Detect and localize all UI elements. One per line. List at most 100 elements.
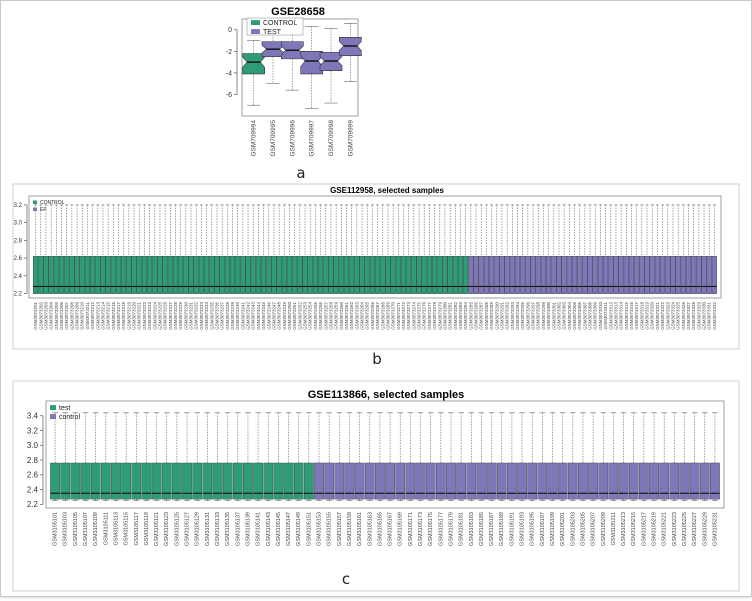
b-box: [250, 204, 256, 294]
legend-label: control: [59, 414, 80, 421]
box-body: [706, 256, 712, 294]
b-box: [229, 204, 236, 294]
x-tick-label: GSM3073307: [582, 302, 587, 330]
b-box: [224, 204, 230, 294]
box-body: [188, 256, 194, 294]
x-tick-label: GSM3073216: [111, 302, 116, 330]
x-tick-label: GSM3105189: [499, 512, 505, 546]
box-body: [286, 256, 293, 294]
c-box: [293, 412, 304, 501]
x-tick-label: GSM3073229: [178, 302, 183, 330]
x-tick-label: GSM3073325: [676, 302, 681, 330]
x-tick-label: GSM3073267: [375, 302, 380, 330]
x-tick-label: GSM709998: [328, 120, 335, 157]
box-body: [680, 256, 686, 294]
b-box: [131, 204, 137, 294]
legend-box: [246, 17, 304, 36]
box-body: [375, 256, 381, 294]
b-box: [276, 204, 282, 294]
b-box: [110, 204, 116, 294]
x-tick-label: GSM3073327: [686, 302, 691, 330]
x-tick-label: GSM3073259: [334, 302, 339, 330]
box-body: [530, 256, 536, 294]
caption-c: c: [342, 570, 350, 588]
b-box: [670, 204, 676, 294]
x-tick-label: GSM3073249: [282, 302, 287, 330]
box-body: [618, 256, 624, 294]
chart-title-b: GSE112958, selected samples: [330, 186, 444, 195]
b-box: [406, 204, 412, 294]
x-tick-label: GSM3073256: [318, 302, 323, 330]
box-body: [608, 256, 614, 294]
x-tick-label: GSM3073225: [157, 302, 162, 330]
x-tick-label: GSM3105101: [53, 512, 59, 546]
b-box: [318, 204, 324, 294]
box-body: [131, 462, 142, 500]
legend-swatch: [50, 414, 56, 419]
x-tick-label: GSM3105181: [459, 512, 465, 546]
box-body: [567, 462, 578, 500]
b-box: [706, 204, 712, 294]
c-box: [395, 412, 406, 501]
x-tick-label: GSM3073227: [168, 302, 173, 330]
c-box: [70, 412, 81, 501]
box-body: [110, 256, 116, 294]
box-body: [416, 256, 422, 294]
box-body: [172, 462, 182, 500]
x-tick-label: GSM3073257: [323, 302, 328, 330]
b-box: [369, 204, 375, 294]
b-box: [556, 204, 562, 294]
b-box: [53, 204, 59, 294]
x-tick-label: GSM3073289: [489, 302, 494, 330]
x-tick-label: GSM3073238: [225, 302, 230, 330]
x-tick-label: GSM709999: [347, 120, 354, 157]
b-box: [691, 204, 697, 294]
box-body: [115, 256, 122, 294]
x-tick-label: GSM3073246: [266, 302, 271, 330]
x-tick-label: GSM3105145: [276, 512, 282, 546]
boxes-a: [242, 23, 362, 109]
c-box: [699, 412, 710, 501]
x-tick-label: GSM3073239: [230, 302, 235, 330]
b-box: [147, 204, 153, 294]
box-body: [587, 256, 593, 294]
box-body: [302, 256, 308, 294]
y-axis-c: 2.2 2.4 2.6 2.8 3.0 3.2 3.4: [27, 412, 44, 509]
x-tick-label: GSM3073243: [251, 302, 256, 330]
b-box: [178, 204, 184, 294]
c-box: [100, 412, 111, 501]
b-box: [644, 204, 650, 294]
box-body: [598, 462, 609, 500]
box-body: [466, 462, 477, 500]
x-tick-label: GSM3073291: [499, 302, 504, 330]
x-tick-label: GSM3073258: [328, 302, 333, 330]
x-tick-label: GSM3105157: [337, 512, 343, 546]
x-tick-label: GSM3073287: [479, 302, 484, 330]
b-box: [468, 204, 474, 294]
box-body: [312, 256, 318, 294]
x-tick-label: GSM3073320: [650, 302, 655, 330]
x-tick-label: GSM3105211: [611, 512, 617, 546]
b-box: [432, 204, 438, 294]
b-box: [608, 204, 614, 294]
b-box: [141, 204, 147, 294]
x-tick-label: GSM3073310: [598, 302, 603, 330]
c-box: [131, 412, 142, 501]
b-box: [623, 204, 629, 294]
box-body: [100, 462, 111, 500]
box-body: [263, 462, 274, 500]
box-body: [354, 462, 365, 500]
x-tick-label: GSM3073266: [370, 302, 375, 330]
c-box: [172, 412, 182, 501]
box-body: [415, 462, 426, 500]
box-body: [297, 256, 303, 294]
box-body: [634, 256, 640, 294]
b-box: [121, 204, 127, 294]
x-tick-label: GSM3073245: [261, 302, 266, 330]
b-box: [292, 204, 298, 294]
b-box: [525, 204, 531, 294]
legend-a: CONTROL TEST: [246, 17, 304, 36]
x-tick-label: GSM3073324: [670, 302, 675, 330]
box-body: [354, 256, 360, 294]
